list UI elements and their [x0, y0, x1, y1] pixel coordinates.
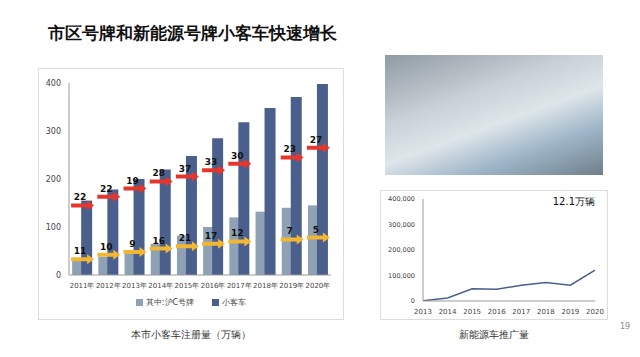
svg-text:37: 37	[179, 164, 192, 174]
svg-text:28: 28	[152, 168, 165, 178]
svg-text:2018: 2018	[537, 308, 555, 316]
svg-text:16: 16	[152, 236, 165, 246]
svg-text:2013: 2013	[414, 308, 432, 316]
svg-text:10: 10	[100, 242, 113, 252]
svg-text:30: 30	[231, 151, 244, 161]
svg-text:23: 23	[283, 144, 296, 154]
html-text:19: 19	[620, 322, 631, 331]
svg-text:22: 22	[74, 192, 87, 202]
svg-text:0: 0	[56, 271, 61, 280]
svg-text:19: 19	[126, 176, 139, 186]
svg-text:17: 17	[205, 231, 218, 241]
svg-text:200,000: 200,000	[388, 246, 415, 254]
svg-text:2013年: 2013年	[122, 282, 147, 290]
svg-text:5: 5	[313, 225, 319, 235]
svg-text:11: 11	[74, 246, 87, 256]
svg-text:2017: 2017	[512, 308, 530, 316]
svg-text:2014: 2014	[439, 308, 457, 316]
svg-text:2017年: 2017年	[227, 282, 252, 290]
svg-text:2020: 2020	[586, 308, 604, 316]
svg-text:7: 7	[287, 226, 293, 236]
svg-text:100,000: 100,000	[388, 272, 415, 280]
svg-text:200: 200	[46, 175, 61, 184]
svg-text:2019: 2019	[562, 308, 580, 316]
svg-text:2015: 2015	[463, 308, 481, 316]
html-text:其中:沪C号牌: 其中:沪C号牌	[145, 298, 195, 307]
svg-text:21: 21	[179, 233, 192, 243]
svg-text:2020年: 2020年	[305, 282, 330, 290]
svg-text:400,000: 400,000	[388, 195, 415, 203]
html-text:小客车: 小客车	[222, 298, 247, 307]
svg-text:2015年: 2015年	[174, 282, 199, 290]
svg-text:12: 12	[231, 228, 244, 238]
svg-text:2012年: 2012年	[96, 282, 121, 290]
svg-text:9: 9	[129, 239, 135, 249]
html-text:12.1万辆: 12.1万辆	[552, 196, 595, 207]
svg-text:2019年: 2019年	[279, 282, 304, 290]
svg-text:2011年: 2011年	[70, 282, 95, 290]
svg-text:33: 33	[205, 157, 218, 167]
svg-text:2018年: 2018年	[253, 282, 278, 290]
svg-text:100: 100	[46, 223, 61, 232]
svg-text:2016年: 2016年	[201, 282, 226, 290]
html-text:新能源车推广量: 新能源车推广量	[459, 329, 529, 340]
svg-text:22: 22	[100, 184, 113, 194]
svg-text:0: 0	[411, 297, 415, 305]
svg-text:300: 300	[46, 127, 61, 136]
svg-text:2016: 2016	[488, 308, 506, 316]
html-text:市区号牌和新能源号牌小客车快速增长: 市区号牌和新能源号牌小客车快速增长	[48, 23, 337, 43]
html-text:本市小客车注册量（万辆）: 本市小客车注册量（万辆）	[131, 329, 251, 340]
svg-text:400: 400	[46, 79, 61, 88]
svg-text:300,000: 300,000	[388, 221, 415, 229]
svg-text:27: 27	[310, 135, 323, 145]
svg-text:2014年: 2014年	[148, 282, 173, 290]
